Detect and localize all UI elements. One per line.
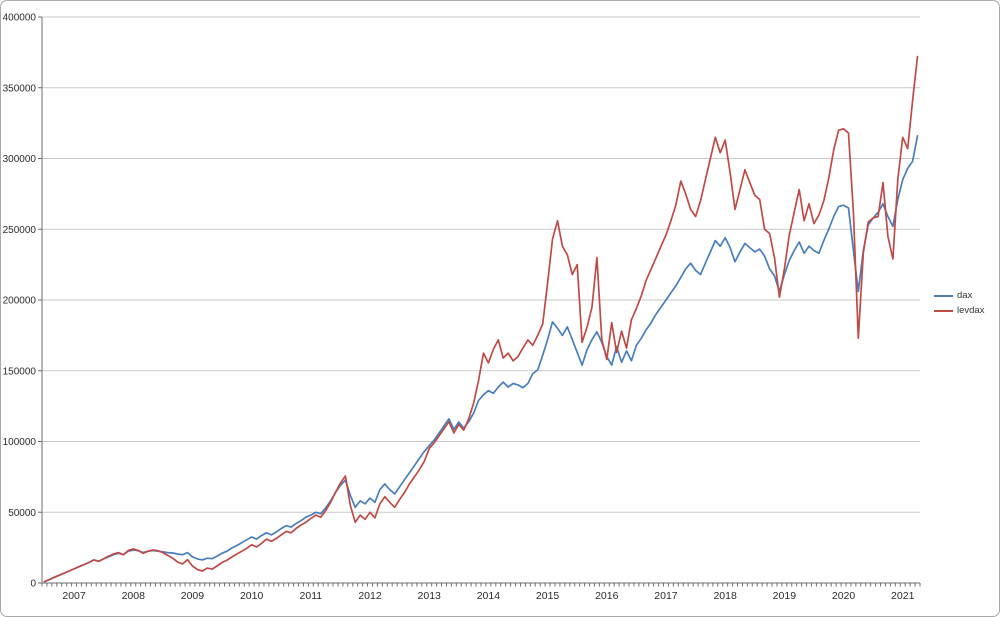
x-tick-label: 2010 <box>240 590 264 602</box>
y-tick-label: 100000 <box>3 437 37 448</box>
y-tick-label: 0 <box>30 579 36 590</box>
y-tick-label: 300000 <box>3 154 37 165</box>
x-tick-label: 2013 <box>418 590 442 602</box>
y-tick-label: 200000 <box>3 296 37 307</box>
x-tick-label: 2007 <box>62 590 86 602</box>
y-tick-label: 50000 <box>8 508 36 519</box>
dax-line-series <box>43 135 919 583</box>
levdax-line-swatch <box>934 310 953 312</box>
levdax-line-series <box>43 55 919 583</box>
x-tick-label: 2008 <box>122 590 146 602</box>
x-tick-label: 2009 <box>181 590 205 602</box>
legend-label-dax: dax <box>957 290 973 301</box>
x-tick-label: 2017 <box>654 590 678 602</box>
chart-legend: dax levdax <box>934 290 984 317</box>
legend-label-levdax: levdax <box>957 305 985 316</box>
x-tick-label: 2014 <box>477 590 501 602</box>
y-tick-label: 350000 <box>3 83 37 94</box>
legend-item-dax: dax <box>934 290 984 302</box>
dax-line-swatch <box>934 295 953 297</box>
y-tick-label: 400000 <box>3 13 37 24</box>
x-tick-label: 2015 <box>536 590 560 602</box>
x-tick-label: 2020 <box>832 590 856 602</box>
legend-item-levdax: levdax <box>934 305 984 317</box>
x-tick-label: 2011 <box>300 590 323 602</box>
x-tick-label: 2016 <box>595 590 619 602</box>
x-tick-label: 2018 <box>713 590 737 602</box>
x-tick-label: 2021 <box>891 590 915 602</box>
x-tick-label: 2019 <box>773 590 797 602</box>
y-tick-label: 250000 <box>3 225 37 236</box>
y-tick-label: 150000 <box>3 366 37 377</box>
x-tick-label: 2012 <box>358 590 382 602</box>
